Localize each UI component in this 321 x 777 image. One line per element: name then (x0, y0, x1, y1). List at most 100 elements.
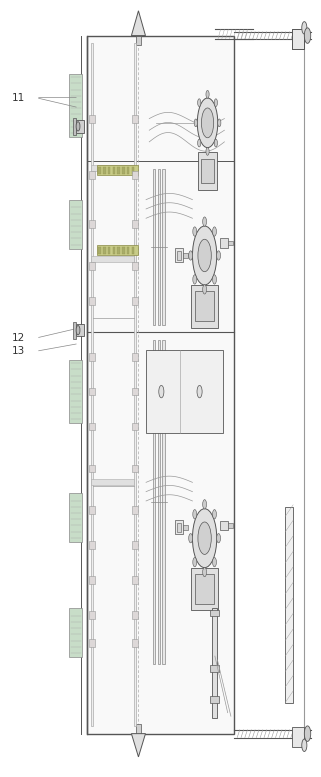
Circle shape (189, 534, 193, 543)
Bar (153, 169, 155, 325)
Bar (113, 167, 115, 173)
Bar (212, 608, 217, 718)
Bar (220, 521, 228, 531)
Bar (228, 241, 233, 246)
Bar (69, 493, 82, 542)
Bar (89, 116, 95, 124)
Bar (285, 507, 293, 702)
Bar (175, 249, 183, 263)
Bar (113, 247, 115, 254)
Bar (69, 74, 82, 137)
Bar (89, 639, 95, 646)
Text: 12: 12 (12, 333, 25, 343)
Bar (108, 247, 110, 254)
Bar (178, 251, 181, 260)
Bar (201, 159, 214, 183)
Bar (133, 465, 138, 472)
Circle shape (193, 558, 197, 566)
Bar (89, 507, 95, 514)
Circle shape (302, 22, 307, 34)
Circle shape (217, 251, 221, 260)
Circle shape (213, 275, 216, 284)
Bar (146, 350, 222, 434)
Bar (136, 36, 141, 45)
Circle shape (218, 119, 221, 127)
Text: 11: 11 (12, 92, 25, 103)
Bar (291, 727, 304, 747)
Bar (191, 285, 218, 328)
Bar (97, 246, 138, 256)
Circle shape (193, 509, 217, 568)
Polygon shape (131, 733, 145, 757)
Bar (134, 44, 136, 726)
Bar (69, 200, 82, 249)
Bar (127, 167, 129, 173)
Bar (117, 247, 120, 254)
Bar (87, 36, 234, 733)
Bar (98, 247, 101, 254)
Bar (133, 353, 138, 361)
Bar (89, 423, 95, 430)
Bar (183, 253, 187, 258)
Circle shape (203, 567, 206, 577)
Circle shape (304, 28, 311, 44)
Circle shape (302, 739, 307, 751)
Bar (89, 611, 95, 618)
Bar (91, 166, 134, 172)
Circle shape (198, 139, 201, 147)
Bar (195, 574, 214, 605)
Bar (153, 340, 155, 664)
Circle shape (76, 122, 80, 131)
Circle shape (197, 385, 202, 398)
Circle shape (197, 98, 218, 148)
Bar (91, 256, 134, 262)
Circle shape (193, 227, 197, 236)
Circle shape (206, 90, 209, 98)
Bar (89, 542, 95, 549)
Bar (103, 247, 106, 254)
Bar (108, 167, 110, 173)
Bar (133, 116, 138, 124)
Circle shape (217, 534, 221, 543)
Bar (175, 521, 183, 535)
Bar (89, 172, 95, 179)
Bar (76, 324, 84, 336)
Bar (133, 542, 138, 549)
Bar (89, 577, 95, 584)
Bar (211, 665, 219, 671)
Circle shape (213, 558, 216, 566)
Circle shape (304, 726, 311, 741)
Bar (291, 30, 304, 49)
Bar (136, 724, 141, 733)
Bar (132, 167, 134, 173)
Bar (89, 353, 95, 361)
Bar (133, 611, 138, 618)
Bar (127, 247, 129, 254)
Bar (89, 220, 95, 228)
Bar (133, 423, 138, 430)
Bar (132, 247, 134, 254)
Bar (183, 525, 187, 530)
Bar (103, 167, 106, 173)
Bar (191, 568, 218, 610)
Bar (133, 220, 138, 228)
Text: 13: 13 (12, 347, 25, 357)
Bar (133, 388, 138, 395)
Bar (178, 523, 181, 532)
Circle shape (214, 139, 217, 147)
Bar (158, 340, 160, 664)
Circle shape (213, 510, 216, 519)
Polygon shape (131, 11, 145, 36)
Bar (73, 118, 76, 135)
Circle shape (193, 275, 197, 284)
Bar (97, 166, 138, 175)
Bar (89, 262, 95, 270)
Bar (133, 639, 138, 646)
Circle shape (198, 239, 211, 272)
Bar (198, 152, 217, 190)
Circle shape (201, 108, 214, 138)
Circle shape (203, 284, 206, 294)
Bar (133, 172, 138, 179)
Bar (162, 169, 165, 325)
Bar (89, 297, 95, 305)
